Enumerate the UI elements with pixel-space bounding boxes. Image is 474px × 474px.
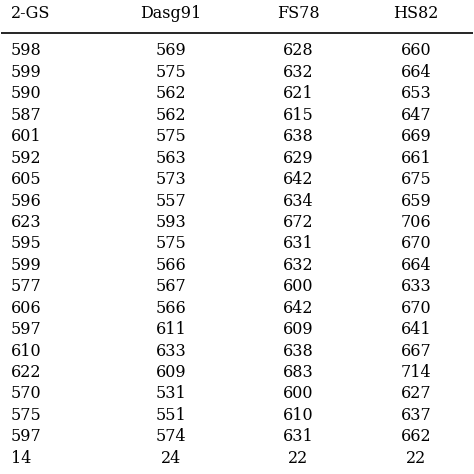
Text: 605: 605 (11, 171, 41, 188)
Text: 569: 569 (155, 43, 186, 59)
Text: 609: 609 (156, 364, 186, 381)
Text: 601: 601 (11, 128, 41, 145)
Text: 628: 628 (283, 43, 314, 59)
Text: HS82: HS82 (393, 5, 439, 22)
Text: 706: 706 (401, 214, 431, 231)
Text: 597: 597 (11, 428, 42, 446)
Text: 598: 598 (11, 43, 42, 59)
Text: Dasg91: Dasg91 (140, 5, 201, 22)
Text: 637: 637 (401, 407, 431, 424)
Text: 577: 577 (11, 278, 42, 295)
Text: 631: 631 (283, 236, 314, 252)
Text: 575: 575 (155, 128, 186, 145)
Text: 610: 610 (283, 407, 314, 424)
Text: 672: 672 (283, 214, 314, 231)
Text: 670: 670 (401, 236, 431, 252)
Text: 667: 667 (401, 343, 431, 360)
Text: 575: 575 (11, 407, 42, 424)
Text: 633: 633 (155, 343, 186, 360)
Text: 563: 563 (155, 150, 186, 167)
Text: 610: 610 (11, 343, 41, 360)
Text: 595: 595 (11, 236, 42, 252)
Text: 623: 623 (11, 214, 41, 231)
Text: 611: 611 (155, 321, 186, 338)
Text: 638: 638 (283, 343, 314, 360)
Text: FS78: FS78 (277, 5, 319, 22)
Text: 557: 557 (155, 192, 186, 210)
Text: 562: 562 (156, 107, 186, 124)
Text: 660: 660 (401, 43, 431, 59)
Text: 634: 634 (283, 192, 314, 210)
Text: 622: 622 (11, 364, 41, 381)
Text: 675: 675 (401, 171, 431, 188)
Text: 22: 22 (406, 450, 426, 467)
Text: 566: 566 (155, 300, 186, 317)
Text: 2-GS: 2-GS (11, 5, 50, 22)
Text: 714: 714 (401, 364, 431, 381)
Text: 661: 661 (401, 150, 431, 167)
Text: 638: 638 (283, 128, 314, 145)
Text: 627: 627 (401, 385, 431, 402)
Text: 659: 659 (401, 192, 431, 210)
Text: 599: 599 (11, 64, 42, 81)
Text: 24: 24 (161, 450, 181, 467)
Text: 587: 587 (11, 107, 42, 124)
Text: 575: 575 (155, 236, 186, 252)
Text: 642: 642 (283, 300, 313, 317)
Text: 596: 596 (11, 192, 42, 210)
Text: 621: 621 (283, 85, 314, 102)
Text: 575: 575 (155, 64, 186, 81)
Text: 642: 642 (283, 171, 313, 188)
Text: 592: 592 (11, 150, 41, 167)
Text: 609: 609 (283, 321, 314, 338)
Text: 606: 606 (11, 300, 41, 317)
Text: 566: 566 (155, 257, 186, 274)
Text: 531: 531 (155, 385, 186, 402)
Text: 573: 573 (155, 171, 186, 188)
Text: 647: 647 (401, 107, 431, 124)
Text: 570: 570 (11, 385, 41, 402)
Text: 567: 567 (155, 278, 186, 295)
Text: 590: 590 (11, 85, 41, 102)
Text: 662: 662 (401, 428, 431, 446)
Text: 629: 629 (283, 150, 314, 167)
Text: 631: 631 (283, 428, 314, 446)
Text: 600: 600 (283, 385, 313, 402)
Text: 664: 664 (401, 257, 431, 274)
Text: 615: 615 (283, 107, 314, 124)
Text: 653: 653 (401, 85, 431, 102)
Text: 597: 597 (11, 321, 42, 338)
Text: 551: 551 (155, 407, 186, 424)
Text: 664: 664 (401, 64, 431, 81)
Text: 562: 562 (156, 85, 186, 102)
Text: 669: 669 (401, 128, 431, 145)
Text: 683: 683 (283, 364, 314, 381)
Text: 632: 632 (283, 64, 314, 81)
Text: 632: 632 (283, 257, 314, 274)
Text: 600: 600 (283, 278, 313, 295)
Text: 599: 599 (11, 257, 42, 274)
Text: 14: 14 (11, 450, 31, 467)
Text: 633: 633 (401, 278, 431, 295)
Text: 641: 641 (401, 321, 431, 338)
Text: 574: 574 (156, 428, 186, 446)
Text: 670: 670 (401, 300, 431, 317)
Text: 22: 22 (288, 450, 309, 467)
Text: 593: 593 (155, 214, 186, 231)
